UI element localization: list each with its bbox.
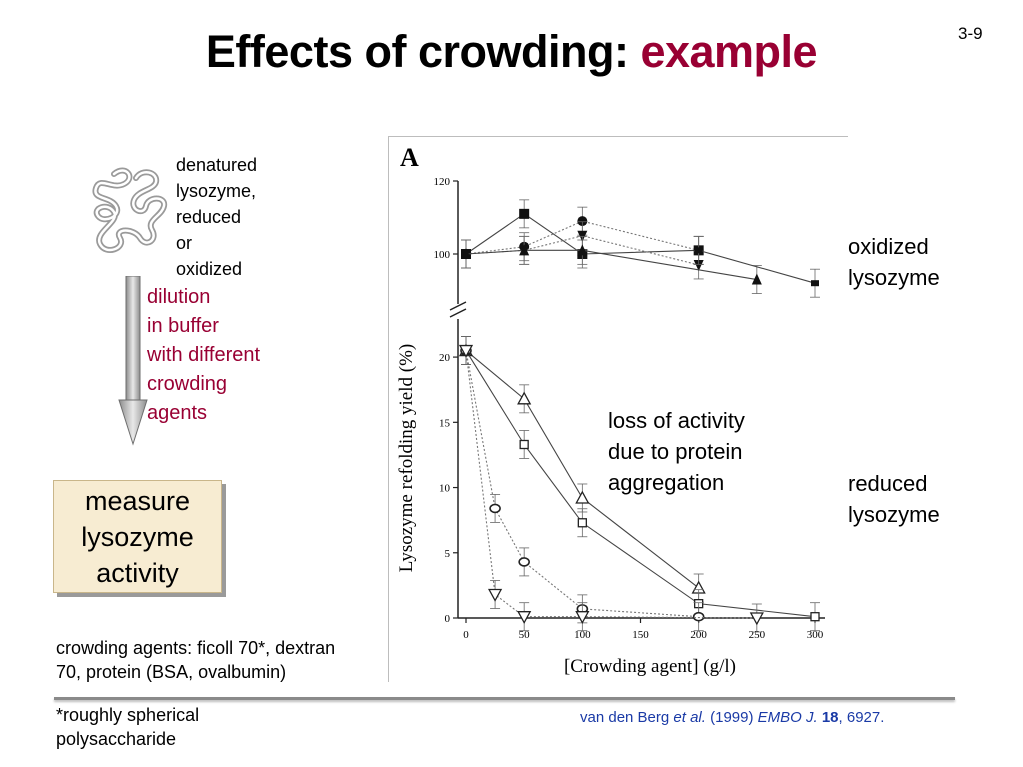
chart-background bbox=[388, 136, 848, 682]
citation-pages: , 6927. bbox=[838, 709, 885, 726]
dilution-line: with different bbox=[147, 344, 261, 366]
axis-break-mark bbox=[449, 301, 467, 318]
divider bbox=[54, 697, 955, 700]
oxidized-lysozyme-label: oxidized lysozyme bbox=[848, 231, 940, 293]
denatured-label: denatured lysozyme, reduced or oxidized bbox=[176, 152, 257, 282]
loss-line: loss of activity bbox=[608, 408, 745, 433]
dilution-line: crowding bbox=[147, 373, 228, 395]
data-point bbox=[577, 244, 588, 256]
title-accent: example bbox=[640, 26, 818, 77]
slide-number: 3-9 bbox=[958, 24, 983, 43]
denatured-line: denatured bbox=[176, 155, 258, 175]
denatured-line: or bbox=[176, 233, 193, 253]
citation-authors: van den Berg bbox=[580, 709, 674, 726]
dilution-line: agents bbox=[147, 402, 208, 424]
citation: van den Berg et al. (1999) EMBO J. 18, 6… bbox=[580, 707, 884, 729]
data-point bbox=[692, 611, 705, 622]
denatured-line: reduced bbox=[176, 207, 242, 227]
panel-label: A bbox=[400, 143, 419, 172]
x-tick-label: 100 bbox=[574, 629, 591, 641]
loss-of-activity-label: loss of activity due to protein aggregat… bbox=[608, 405, 745, 498]
data-point bbox=[519, 439, 529, 450]
measure-line: lysozyme bbox=[81, 521, 194, 552]
data-point bbox=[749, 612, 764, 626]
slide-title: Effects of crowding: example bbox=[0, 26, 1023, 78]
y-tick-label: 20 bbox=[439, 352, 451, 364]
y-axis-label: Lysozyme refolding yield (%) bbox=[396, 344, 417, 572]
x-tick-label: 300 bbox=[807, 629, 824, 641]
citation-journal: EMBO J. bbox=[757, 709, 818, 726]
y-tick-label: 120 bbox=[434, 176, 451, 188]
data-point bbox=[810, 612, 820, 622]
data-point bbox=[487, 588, 503, 602]
data-point bbox=[575, 611, 590, 625]
data-point bbox=[575, 490, 590, 504]
footnote-line: polysaccharide bbox=[56, 729, 177, 749]
crowding-agents-note: crowding agents: ficoll 70*, dextran 70,… bbox=[56, 638, 336, 682]
y-tick-label: 100 bbox=[434, 249, 451, 261]
data-point bbox=[517, 611, 532, 625]
reduced-line: lysozyme bbox=[848, 502, 940, 527]
x-tick-label: 50 bbox=[519, 629, 531, 641]
reduced-lysozyme-label: reduced lysozyme bbox=[848, 468, 940, 530]
denatured-line: lysozyme, bbox=[176, 181, 257, 201]
loss-line: aggregation bbox=[608, 470, 725, 495]
series-line bbox=[698, 249, 816, 284]
data-point bbox=[751, 273, 762, 285]
series-line bbox=[465, 249, 757, 281]
series-line bbox=[465, 220, 699, 255]
x-tick-label: 150 bbox=[632, 629, 649, 641]
denatured-line: oxidized bbox=[176, 259, 243, 279]
citation-volume: 18 bbox=[821, 709, 839, 726]
measure-line: activity bbox=[96, 557, 179, 588]
x-tick-label: 200 bbox=[690, 629, 707, 641]
data-point bbox=[811, 280, 819, 287]
dilution-line: in buffer bbox=[147, 315, 219, 337]
data-point bbox=[694, 247, 703, 254]
x-tick-label: 0 bbox=[463, 629, 469, 641]
measure-activity-box: measure lysozyme activity bbox=[53, 480, 222, 593]
y-tick-label: 15 bbox=[439, 417, 451, 429]
data-point bbox=[577, 216, 588, 227]
measure-line: measure bbox=[84, 485, 191, 516]
data-point bbox=[577, 518, 587, 528]
footnote-line: *roughly spherical bbox=[56, 705, 200, 725]
data-point bbox=[518, 557, 530, 567]
oxidized-line: oxidized bbox=[848, 234, 929, 259]
citation-year: (1999) bbox=[705, 709, 758, 726]
refolding-chart: A 100 120 0 5 10 15 20 0 50 100 150 200 250 300 [Crow… bbox=[388, 136, 848, 682]
series-line bbox=[465, 350, 700, 589]
oxidized-line: lysozyme bbox=[848, 265, 940, 290]
dilution-label: dilution in buffer with different crowdi… bbox=[147, 283, 260, 428]
reduced-line: reduced bbox=[848, 471, 928, 496]
denatured-coil-icon bbox=[92, 167, 168, 253]
loss-line: due to protein bbox=[608, 439, 743, 464]
citation-etal: et al. bbox=[673, 709, 706, 726]
y-tick-label: 10 bbox=[439, 483, 451, 495]
data-point bbox=[489, 503, 501, 514]
title-main: Effects of crowding: bbox=[205, 26, 641, 77]
data-point bbox=[458, 344, 474, 358]
y-tick-label: 5 bbox=[445, 548, 451, 560]
data-point bbox=[517, 391, 532, 405]
dilution-line: dilution bbox=[147, 286, 211, 308]
footnote: *roughly spherical polysaccharide bbox=[56, 703, 199, 751]
y-tick-label: 0 bbox=[445, 613, 451, 625]
data-point bbox=[693, 259, 704, 271]
x-axis-label: [Crowding agent] (g/l) bbox=[564, 656, 736, 677]
data-point bbox=[461, 248, 471, 259]
series-line bbox=[465, 213, 699, 255]
data-point bbox=[519, 244, 530, 256]
chart-marks bbox=[458, 199, 820, 633]
down-arrow-icon bbox=[118, 276, 148, 446]
data-point bbox=[519, 208, 530, 219]
